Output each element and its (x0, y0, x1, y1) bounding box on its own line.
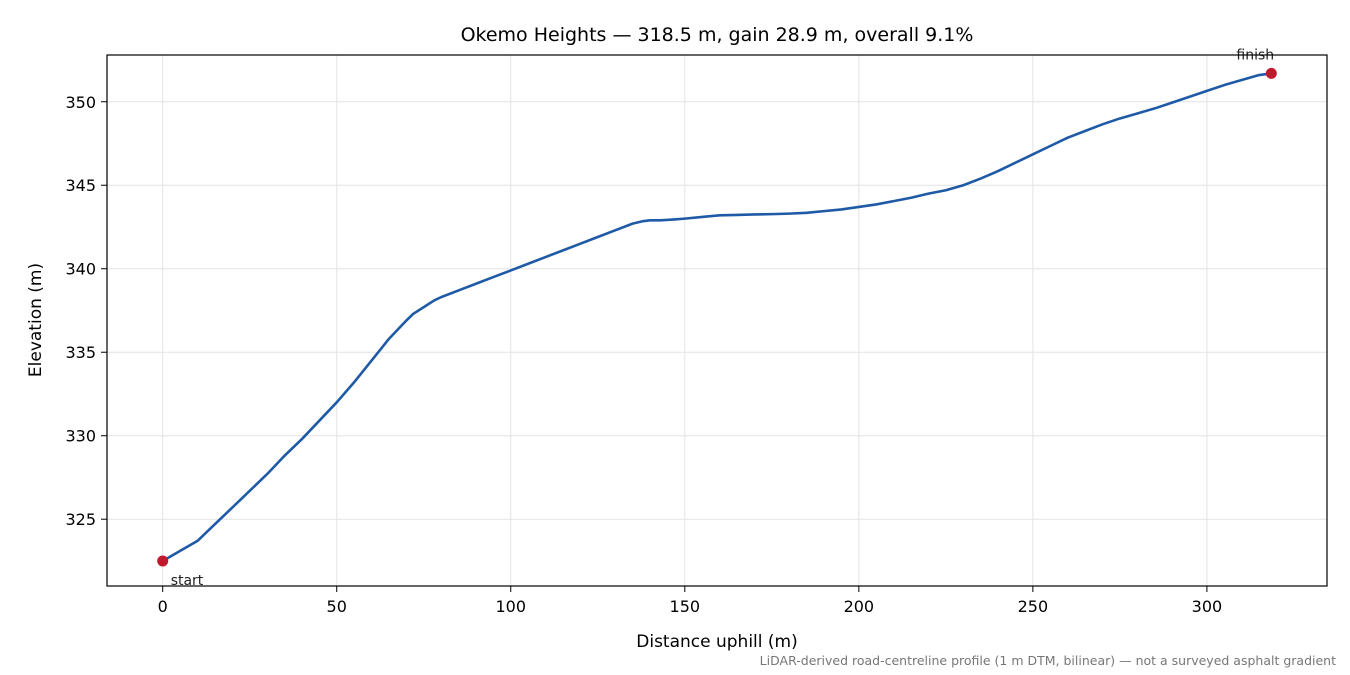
elevation-line (161, 72, 1273, 563)
start-marker (157, 555, 169, 567)
y-axis-title: Elevation (m) (26, 263, 46, 377)
x-tick-label: 50 (327, 597, 347, 616)
grid (107, 55, 1327, 586)
y-tick-label: 350 (65, 93, 96, 112)
x-tick-label: 300 (1192, 597, 1223, 616)
y-tick-label: 325 (65, 510, 96, 529)
footnote: LiDAR-derived road-centreline profile (1… (760, 653, 1336, 668)
finish-marker (1265, 67, 1277, 79)
x-tick-label: 250 (1018, 597, 1049, 616)
start-label: start (171, 573, 204, 589)
y-tick-label: 330 (65, 427, 96, 446)
y-tick-label: 340 (65, 260, 96, 279)
x-tick-label: 100 (495, 597, 526, 616)
plot-frame (106, 54, 1328, 587)
x-axis-title: Distance uphill (m) (636, 632, 797, 652)
x-tick-label: 200 (844, 597, 875, 616)
x-tick-label: 0 (158, 597, 168, 616)
x-tick-label: 150 (670, 597, 701, 616)
y-tick-label: 335 (65, 343, 96, 362)
axis-ticks: 0 50 100 150 200 250 300 325 330 335 340 345 350 (65, 93, 1222, 616)
chart-title: Okemo Heights — 318.5 m, gain 28.9 m, ov… (461, 24, 974, 46)
y-tick-label: 345 (65, 176, 96, 195)
